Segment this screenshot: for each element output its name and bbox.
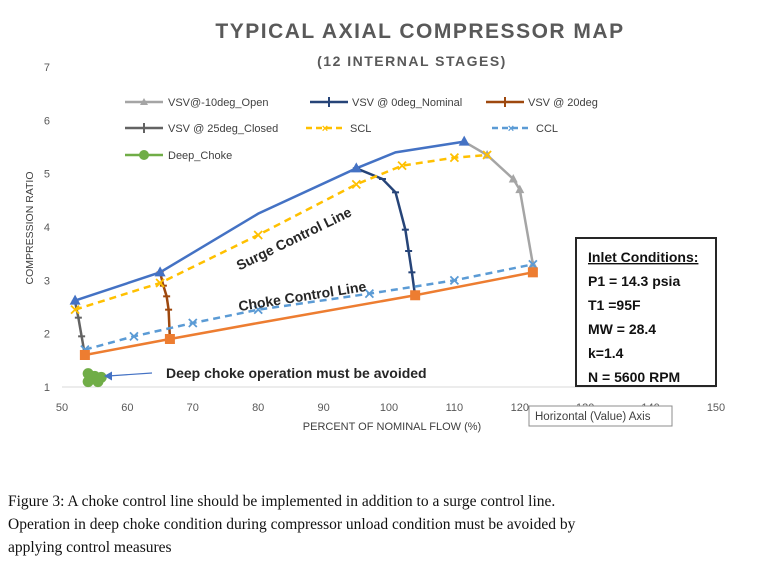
legend-label-deep-choke: Deep_Choke: [168, 150, 232, 162]
chart-background: [0, 0, 773, 470]
point-ccl: [253, 305, 263, 315]
deep-choke-arrow-line: [107, 372, 153, 377]
marker-layer: [69, 135, 538, 388]
x-tick-label: 60: [121, 402, 133, 414]
point-scl: [449, 153, 460, 163]
inlet-conditions-frame: [575, 237, 717, 387]
choke-line-marker: [164, 334, 175, 344]
point-ccl: [528, 259, 538, 269]
deep-choke-arrow-head: [104, 371, 112, 381]
caption-line-2: Operation in deep choke condition during…: [8, 516, 576, 533]
point-vsv-10deg-open: [508, 174, 518, 183]
legend-item-ccl[interactable]: × CCL: [492, 123, 558, 135]
axis-tooltip-frame: [528, 405, 673, 427]
y-tick-label: 5: [44, 169, 50, 181]
inlet-line-mw: MW = 28.4: [588, 321, 656, 337]
point-scl: [155, 278, 165, 288]
point-scl: [351, 179, 361, 189]
legend-item-vsv-closed[interactable]: VSV @ 25deg_Closed: [125, 123, 278, 135]
surge-line: [74, 140, 465, 302]
choke-line-marker: [410, 290, 421, 301]
inlet-line-p1: P1 = 14.3 psia: [588, 273, 680, 289]
choke-line: [84, 271, 534, 357]
legend-item-scl[interactable]: × SCL: [306, 123, 371, 135]
inlet-conditions-box: Inlet Conditions: P1 = 14.3 psia T1 =95F…: [575, 237, 717, 387]
surge-line-marker: [69, 294, 81, 305]
inlet-line-k: k=1.4: [588, 345, 624, 361]
x-axis-label: PERCENT OF NOMINAL FLOW (%): [303, 421, 481, 433]
y-tick-labels: 1 2 3 4 5 6 7: [44, 62, 50, 394]
x-tick-label: 120: [511, 402, 529, 414]
y-axis-label: COMPRESSION RATIO: [24, 172, 36, 285]
caption-line-1: Figure 3: A choke control line should be…: [8, 493, 556, 510]
legend-label-ccl: CCL: [536, 123, 558, 135]
x-tick-label: 80: [252, 402, 264, 414]
legend-marker-deep-choke: [139, 150, 149, 160]
point-scl: [70, 305, 80, 315]
legend-item-deep-choke[interactable]: Deep_Choke: [125, 150, 232, 162]
x-tick-label: 50: [56, 402, 68, 414]
inlet-line-t1: T1 =95F: [588, 297, 641, 313]
axis-tooltip-text: Horizontal (Value) Axis: [535, 411, 651, 423]
y-tick-label: 7: [44, 62, 50, 74]
choke-line-marker: [79, 350, 90, 360]
surge-line-marker: [154, 266, 166, 277]
inlet-line-n: N = 5600 RPM: [588, 369, 680, 385]
legend-label-vsv-closed: VSV @ 25deg_Closed: [168, 123, 278, 135]
choke-line-marker: [527, 267, 538, 278]
legend: VSV@-10deg_Open VSV @ 0deg_Nominal VSV @…: [125, 97, 598, 162]
y-tick-label: 1: [44, 382, 50, 394]
axis-tooltip: Horizontal (Value) Axis: [528, 405, 673, 427]
compressor-map-chart: TYPICAL AXIAL COMPRESSOR MAP (12 INTERNA…: [0, 0, 773, 470]
chart-title: TYPICAL AXIAL COMPRESSOR MAP: [215, 20, 624, 43]
point-ccl: [364, 289, 375, 299]
surge-line-marker: [458, 135, 470, 146]
y-tick-label: 4: [44, 222, 50, 234]
legend-item-vsv-20[interactable]: VSV @ 20deg: [486, 97, 598, 109]
legend-marker-vsv-open: [140, 98, 148, 105]
x-tick-label: 90: [317, 402, 329, 414]
legend-marker-ccl: ×: [508, 123, 514, 135]
point-ccl: [188, 318, 198, 328]
point-ccl: [449, 275, 460, 285]
caption-line-3: applying control measures: [8, 539, 172, 556]
x-tick-label: 100: [380, 402, 398, 414]
x-tick-label: 150: [707, 402, 725, 414]
inlet-conditions-title: Inlet Conditions:: [588, 249, 698, 265]
surge-line-marker: [350, 162, 362, 173]
point-deep-choke: [82, 376, 94, 388]
y-tick-label: 6: [44, 115, 50, 127]
x-tick-label: 70: [187, 402, 199, 414]
legend-label-vsv-nominal: VSV @ 0deg_Nominal: [352, 97, 462, 109]
legend-label-scl: SCL: [350, 123, 371, 135]
point-scl: [482, 150, 492, 160]
point-scl: [253, 230, 263, 240]
chart-subtitle: (12 INTERNAL STAGES): [317, 53, 507, 69]
deep-choke-annotation: Deep choke operation must be avoided: [166, 365, 427, 381]
legend-item-vsv-open[interactable]: VSV@-10deg_Open: [125, 97, 268, 109]
point-deep-choke: [92, 376, 104, 388]
x-tick-label: 110: [446, 402, 464, 414]
legend-label-vsv-20: VSV @ 20deg: [528, 97, 598, 109]
chart-svg: TYPICAL AXIAL COMPRESSOR MAP (12 INTERNA…: [0, 0, 773, 470]
point-vsv-10deg-open: [515, 184, 525, 194]
figure-caption: Figure 3: A choke control line should be…: [8, 490, 765, 559]
y-tick-label: 2: [44, 329, 50, 341]
y-tick-label: 3: [44, 275, 50, 287]
legend-item-vsv-nominal[interactable]: VSV @ 0deg_Nominal: [310, 97, 462, 109]
legend-marker-scl: ×: [322, 123, 328, 135]
point-ccl: [129, 331, 139, 341]
point-scl: [397, 161, 407, 171]
legend-label-vsv-open: VSV@-10deg_Open: [168, 97, 268, 109]
